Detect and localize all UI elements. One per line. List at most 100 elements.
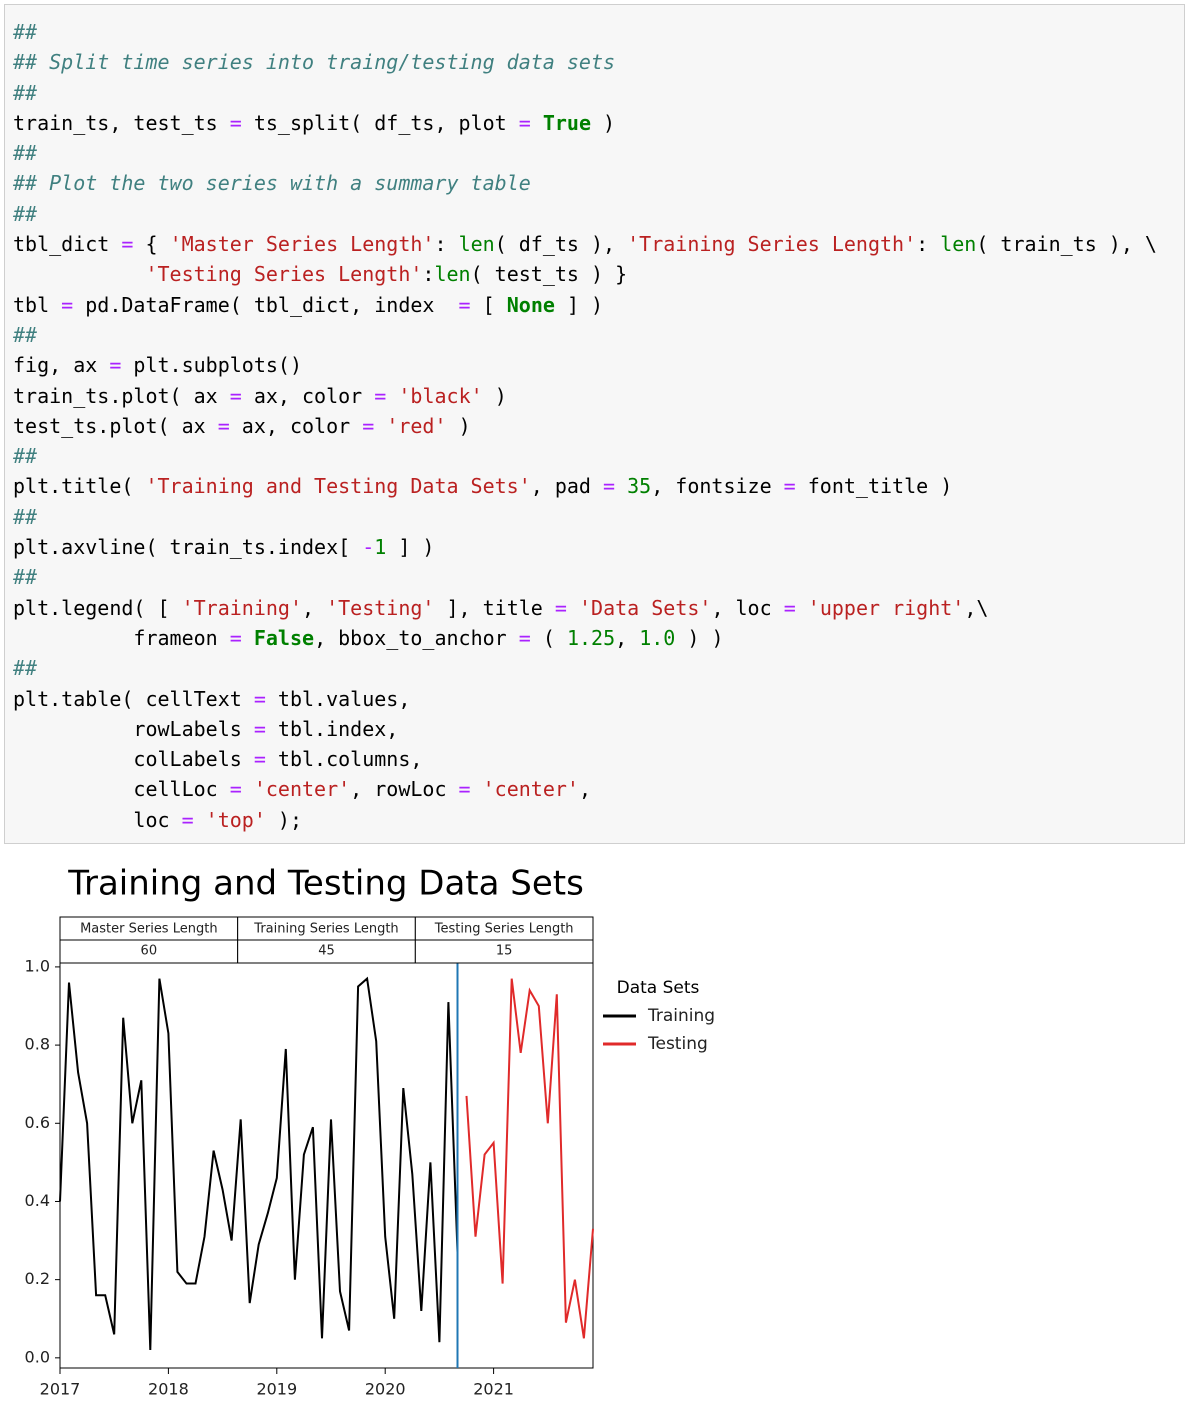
code-token: , fontsize (651, 474, 784, 499)
code-token: = (61, 292, 86, 317)
code-token: = (783, 595, 808, 620)
y-tick-label: 0.8 (25, 1035, 50, 1054)
code-token: = (229, 383, 254, 408)
code-line: plt.title( 'Training and Testing Data Se… (13, 471, 1184, 501)
code-line: ## (13, 653, 1184, 683)
x-tick-label: 2019 (256, 1380, 297, 1399)
code-token: ( test_ts ) } (470, 262, 628, 287)
legend-label: Training (647, 1006, 715, 1026)
code-token: ] ) (386, 535, 435, 560)
code-token: 'upper right' (807, 595, 965, 620)
code-token: font_title ) (807, 474, 953, 499)
y-tick-label: 0.4 (25, 1191, 50, 1210)
code-line: cellLoc = 'center', rowLoc = 'center', (13, 774, 1184, 804)
code-line: tbl = pd.DataFrame( tbl_dict, index = [ … (13, 290, 1184, 320)
code-token: plt.axvline( train_ts.index[ (13, 535, 363, 560)
code-token: tbl_dict (13, 232, 122, 257)
code-token: : (916, 232, 941, 257)
code-token: ( df_ts ), (494, 232, 628, 257)
code-token: ) ) (675, 625, 724, 650)
code-token: ts_split( df_ts, plot (253, 110, 519, 135)
code-token: = (121, 232, 146, 257)
table-cell (414, 939, 594, 964)
code-token: = (518, 625, 543, 650)
code-line: colLabels = tbl.columns, (13, 744, 1184, 774)
code-line: ## (13, 199, 1184, 229)
code-token: 'red' (386, 413, 447, 438)
code-line: train_ts, test_ts = ts_split( df_ts, plo… (13, 108, 1184, 138)
code-token: = (253, 686, 278, 711)
code-token: = (253, 716, 278, 741)
code-token: ( train_ts ), \ (976, 232, 1157, 257)
code-token: ) (482, 383, 507, 408)
code-token: : (434, 232, 459, 257)
code-token: ## Plot the two series with a summary ta… (13, 171, 531, 196)
code-token: , (302, 595, 327, 620)
code-token: ## (13, 656, 38, 681)
code-token: tbl.values, (277, 686, 411, 711)
chart-title: Training and Testing Data Sets (67, 864, 584, 904)
code-line: ## (13, 320, 1184, 350)
code-token: 'Data Sets' (578, 595, 712, 620)
chart: Training and Testing Data Sets Data Sets… (25, 864, 716, 1399)
code-token: 'black' (398, 383, 483, 408)
table-header: Testing Series Length (434, 922, 574, 937)
x-tick-label: 2018 (148, 1380, 189, 1399)
code-token: False (253, 625, 315, 650)
code-token: ,\ (964, 595, 989, 620)
code-token: = (362, 413, 387, 438)
code-token: len (434, 262, 471, 287)
y-tick-label: 1.0 (25, 956, 50, 975)
code-token: 'Training' (181, 595, 302, 620)
legend-label: Testing (647, 1034, 708, 1054)
code-token: test_ts.plot( ax (13, 413, 218, 438)
code-token: : (422, 262, 435, 287)
x-tick-label: 2021 (473, 1380, 514, 1399)
code-token: ) (591, 110, 616, 135)
table-value: 15 (496, 944, 513, 959)
code-token: ## (13, 201, 38, 226)
code-line: ## (13, 502, 1184, 532)
code-token: , (615, 625, 640, 650)
code-token: = (603, 474, 628, 499)
code-line: tbl_dict = { 'Master Series Length': len… (13, 229, 1184, 259)
code-token (13, 262, 145, 286)
code-token: ax, color (253, 383, 375, 408)
plot-frame (59, 962, 594, 1369)
code-token: ## (13, 322, 38, 347)
table-value: 60 (141, 944, 158, 959)
code-token: 'Testing Series Length' (145, 262, 423, 287)
code-token: , rowLoc (350, 777, 459, 802)
code-token: ## Split time series into traing/testing… (13, 50, 616, 75)
code-token: 35 (627, 474, 652, 499)
code-token: = (217, 413, 242, 438)
code-line: 'Testing Series Length':len( test_ts ) } (13, 259, 1184, 289)
code-token: , pad (530, 474, 604, 499)
code-token: train_ts.plot( ax (13, 383, 230, 408)
code-token: ] ) (554, 292, 604, 317)
code-token: ax, color (241, 413, 363, 438)
code-token: 1.25 (566, 625, 616, 650)
code-token: fig, ax (13, 353, 110, 378)
y-tick-label: 0.2 (25, 1269, 50, 1288)
code-line: ## Split time series into traing/testing… (13, 47, 1184, 77)
code-token: = (783, 474, 808, 499)
code-line: ## (13, 17, 1184, 47)
code-token: = (253, 747, 278, 772)
code-token: [ (482, 292, 507, 317)
code-line: ## (13, 78, 1184, 108)
y-tick-label: 0.6 (25, 1113, 50, 1132)
code-line: ## Plot the two series with a summary ta… (13, 168, 1184, 198)
code-token: { (145, 232, 170, 257)
code-token: = (554, 595, 579, 620)
code-token: tbl.columns, (277, 747, 423, 772)
code-token: 'center' (253, 777, 351, 802)
code-token: , bbox_to_anchor (314, 625, 519, 650)
table-value: 45 (318, 944, 335, 959)
code-token: loc (13, 807, 182, 832)
code-token: None (506, 292, 555, 317)
series-line (465, 978, 594, 1339)
code-line: rowLabels = tbl.index, (13, 714, 1184, 744)
code-token: ## (13, 444, 38, 469)
